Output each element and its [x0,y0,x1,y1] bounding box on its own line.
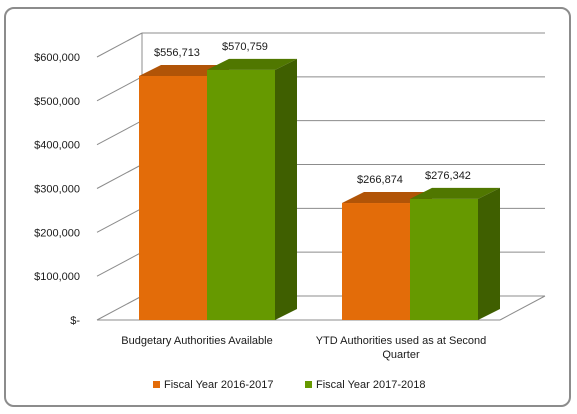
floor-right-edge [499,295,546,321]
x-tick-label: YTD Authorities used as at Second [316,335,487,347]
gridline-diagonal [96,120,143,146]
bars [139,58,500,320]
bar-front [342,203,410,320]
x-tick-label: Quarter [382,349,420,361]
y-tick-label: $500,000 [34,96,80,108]
y-tick-label: $- [70,315,80,327]
y-tick-label: $200,000 [34,227,80,239]
bar [207,58,297,320]
gridline-diagonal [96,207,143,233]
bar-top [342,192,432,204]
legend-entry: Fiscal Year 2016-2017 [164,379,273,391]
x-tick-label: Budgetary Authorities Available [121,335,272,347]
bar-top [139,64,229,76]
y-tick-label: $100,000 [34,271,80,283]
gridline-diagonal [96,164,143,189]
bar [410,187,500,320]
y-tick-label: $300,000 [34,184,80,196]
data-label: $276,342 [425,170,471,182]
gridline-diagonal [96,251,143,277]
bar-top [410,187,500,199]
x-axis: Budgetary Authorities Available YTD Autho… [121,335,486,361]
bar-front [207,69,275,320]
bar-side [275,58,297,320]
bar-front [139,75,207,320]
legend-swatch [305,381,312,388]
bar-top [207,58,297,70]
legend-entry: Fiscal Year 2017-2018 [316,379,425,391]
bar-side [478,187,500,320]
y-axis: $- $100,000 $200,000 $300,000 $400,000 $500,0… [34,52,80,327]
data-labels: $556,713 $570,759 $266,874 $276,342 [154,41,471,186]
gridline-diagonal [96,295,143,321]
legend: Fiscal Year 2016-2017 Fiscal Year 2017-20… [153,379,425,391]
y-tick-label: $400,000 [34,140,80,152]
data-label: $266,874 [357,174,403,186]
y-tick-label: $600,000 [34,52,80,64]
bar-front [410,198,478,320]
data-label: $570,759 [222,41,268,53]
legend-swatch [153,381,160,388]
gridline-diagonal [96,76,143,102]
data-label: $556,713 [154,47,200,59]
gridline-diagonal [96,32,143,58]
